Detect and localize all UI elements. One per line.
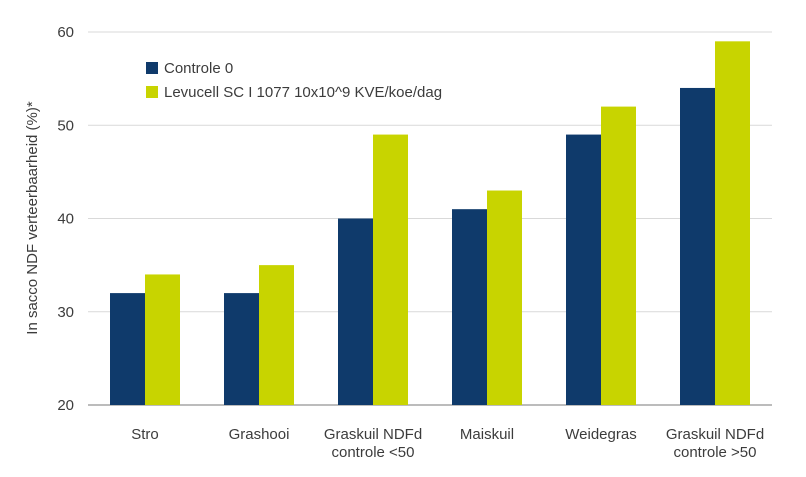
bar-series1-cat2 — [373, 134, 408, 405]
bar-series0-cat2 — [338, 218, 373, 405]
bar-series1-cat3 — [487, 190, 522, 405]
y-tick-label-30: 30 — [57, 304, 74, 321]
x-tick-label-2-1: controle <50 — [332, 444, 415, 461]
bar-series0-cat5 — [680, 87, 715, 405]
bar-series0-cat1 — [224, 293, 259, 405]
bar-series1-cat1 — [259, 265, 294, 405]
x-tick-label-4-0: Weidegras — [565, 426, 636, 443]
grid-lines — [88, 31, 772, 406]
x-tick-label-5-0: Graskuil NDFd — [666, 426, 764, 443]
bar-series1-cat4 — [601, 106, 636, 405]
y-tick-label-20: 20 — [57, 397, 74, 414]
x-tick-label-3-0: Maiskuil — [460, 426, 514, 443]
y-axis-ticks: 20 30 40 50 60 — [57, 24, 74, 414]
legend-label-0: Controle 0 — [164, 60, 233, 77]
y-tick-label-60: 60 — [57, 24, 74, 41]
x-tick-label-2-0: Graskuil NDFd — [324, 426, 422, 443]
y-tick-label-50: 50 — [57, 117, 74, 134]
bar-series0-cat0 — [110, 293, 145, 405]
bars — [110, 41, 750, 405]
bar-series0-cat3 — [452, 209, 487, 405]
bar-series1-cat0 — [145, 274, 180, 405]
y-axis-title: In sacco NDF verteerbaarheid (%)* — [24, 101, 41, 335]
legend-label-1: Levucell SC I 1077 10x10^9 KVE/koe/dag — [164, 84, 442, 101]
x-tick-label-0-0: Stro — [131, 426, 159, 443]
y-tick-label-40: 40 — [57, 211, 74, 228]
bar-series1-cat5 — [715, 41, 750, 405]
legend: Controle 0 Levucell SC I 1077 10x10^9 KVE… — [146, 60, 442, 101]
legend-swatch-0 — [146, 62, 158, 74]
x-tick-label-1-0: Grashooi — [229, 426, 290, 443]
bar-series0-cat4 — [566, 134, 601, 405]
legend-swatch-1 — [146, 86, 158, 98]
x-tick-label-5-1: controle >50 — [674, 444, 757, 461]
